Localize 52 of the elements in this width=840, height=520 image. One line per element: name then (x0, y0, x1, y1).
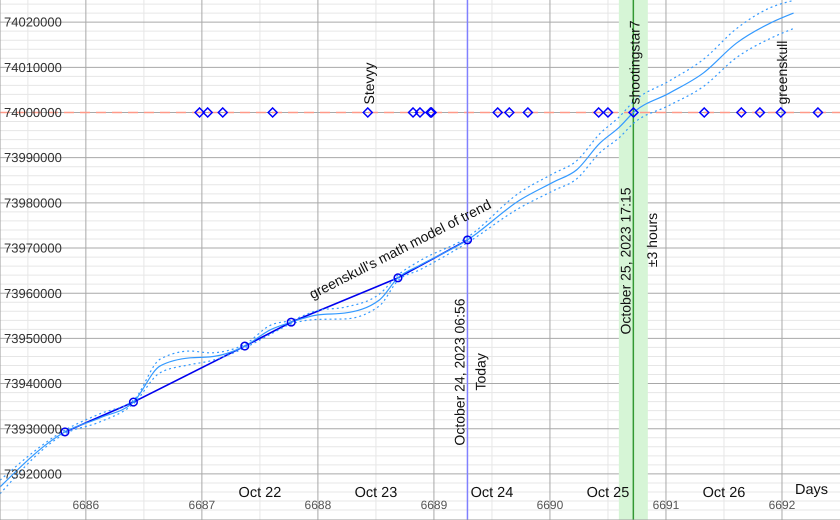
y-tick-label: 73930000 (4, 421, 62, 436)
point (522, 107, 534, 118)
annotation: Stevyy (360, 62, 377, 104)
x-tick-label: 6687 (188, 498, 216, 512)
y-tick-label: 74020000 (4, 14, 62, 30)
point (240, 342, 250, 351)
point (628, 107, 639, 118)
y-tick-label: 73960000 (4, 286, 62, 301)
point (812, 107, 824, 118)
point (736, 107, 747, 118)
point (202, 107, 213, 118)
x-tick-label: 6691 (652, 498, 680, 512)
point (492, 107, 503, 118)
x2-tick-label: Oct 24 (470, 485, 514, 501)
y-tick-label: 73990000 (4, 150, 62, 166)
annotation: greenskull (774, 40, 790, 104)
point (362, 107, 374, 118)
annotation: Today (472, 353, 489, 390)
x-tick-label: 6692 (768, 498, 796, 512)
point (408, 107, 418, 118)
x-tick-label: 6688 (304, 498, 332, 512)
point (776, 107, 786, 118)
point (754, 107, 766, 118)
point (593, 107, 604, 118)
point (286, 318, 296, 327)
ref-line-label: October 24, 2023 06:56 (451, 298, 468, 446)
x2-tick-label: Oct 26 (702, 485, 746, 501)
point (602, 107, 614, 118)
point (393, 273, 403, 282)
y-tick-label: 74010000 (4, 60, 62, 75)
point (267, 107, 278, 118)
x-tick-label: 6690 (536, 498, 564, 512)
x-tick-label: 6686 (72, 498, 100, 512)
point (463, 235, 472, 244)
point (504, 107, 515, 118)
x2-tick-label: Oct 25 (586, 485, 630, 501)
point (194, 107, 205, 118)
band-label: ±3 hours (644, 212, 660, 268)
x-tick-label: 6689 (420, 498, 448, 512)
ref-line-label: October 25, 2023 17:15 (617, 187, 634, 335)
point (699, 107, 710, 118)
y-tick-label: 73950000 (4, 330, 62, 346)
point (218, 107, 228, 118)
x-axis-title: Days (795, 482, 828, 498)
y-tick-label: 73980000 (4, 195, 62, 210)
x2-tick-label: Oct 22 (238, 485, 282, 501)
point (414, 107, 426, 118)
x2-tick-label: Oct 23 (354, 485, 398, 501)
point (128, 398, 138, 407)
y-tick-label: 73970000 (4, 240, 62, 256)
y-tick-label: 73940000 (4, 376, 62, 392)
annotation: shootingstar7 (626, 20, 642, 104)
